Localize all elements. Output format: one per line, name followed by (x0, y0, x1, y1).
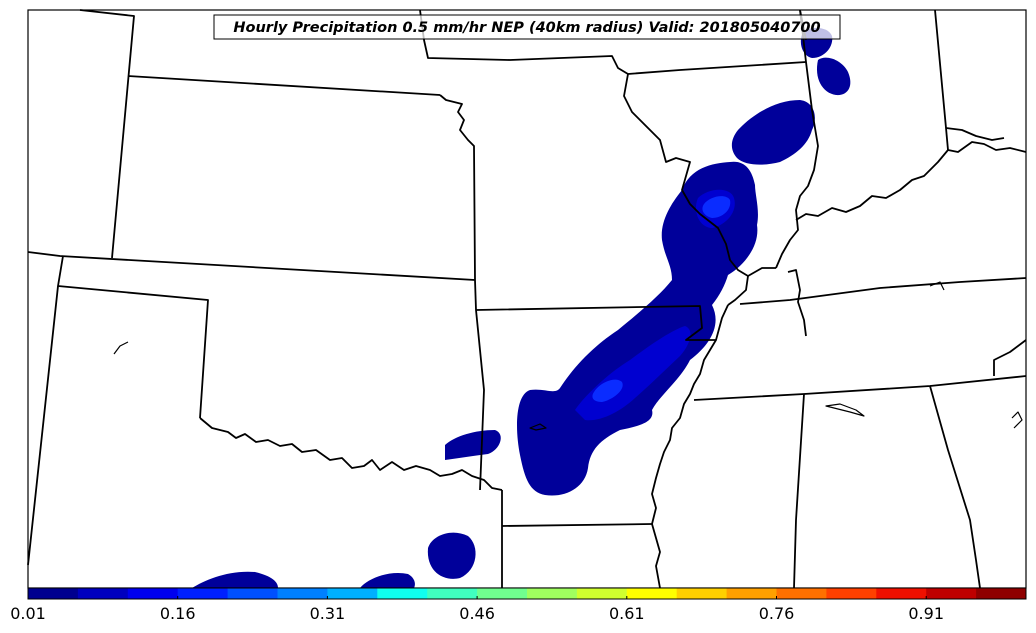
boundary-missouri-arkansas (475, 305, 716, 341)
boundary-wisconsin-illinois (627, 61, 807, 75)
boundary-kentucky-lakes (787, 269, 807, 337)
boundary-wyoming-colorado (79, 9, 135, 259)
colorbar-border (27, 587, 1027, 600)
colorbar-segment (327, 588, 378, 599)
probability-region-illinois (731, 100, 815, 165)
boundary-oklahoma-panhandle (57, 285, 209, 419)
boundary-kansas-south (27, 251, 476, 281)
lake-small-nm (113, 341, 129, 355)
lake-small-ga (1011, 411, 1023, 429)
colorbar-segment (726, 588, 777, 599)
boundary-mississippi-alabama (793, 393, 805, 589)
probability-region-oklahoma (445, 430, 501, 460)
map-title-box: Hourly Precipitation 0.5 mm/hr NEP (40km… (213, 14, 841, 40)
boundary-oklahoma-arkansas (474, 279, 485, 491)
colorbar-segment (227, 588, 278, 599)
colorbar-segment (427, 588, 478, 599)
map-panel (27, 9, 1027, 589)
boundary-tennessee-south (693, 375, 1027, 401)
colorbar-segment (626, 588, 678, 599)
colorbar-tick-label: 0.31 (310, 604, 346, 623)
colorbar-segment (826, 588, 877, 599)
colorbar-segment (127, 588, 179, 599)
lake-small-ar (529, 423, 547, 431)
colorbar-tick-label: 0.01 (10, 604, 46, 623)
colorbar-tick-label: 0.91 (908, 604, 944, 623)
probability-region-south-1 (192, 571, 278, 588)
probability-region-south-2 (360, 572, 415, 588)
colorbar-tick-label: 0.46 (459, 604, 495, 623)
boundary-arkansas-louisiana (501, 523, 653, 527)
map-title: Hourly Precipitation 0.5 mm/hr NEP (40km… (233, 20, 820, 36)
colorbar-segment (876, 588, 927, 599)
boundary-illinois-indiana (775, 9, 819, 269)
colorbar-segment (177, 588, 229, 599)
colorbar-segment (776, 588, 827, 599)
colorbar-tick-label: 0.16 (160, 604, 196, 623)
colorbar-segment (676, 588, 728, 599)
state-boundaries (27, 9, 1027, 589)
boundary-kentucky-tennessee (739, 277, 1027, 305)
colorbar-segment (477, 588, 528, 599)
probability-region-north-2 (816, 57, 851, 96)
colorbar-segments (28, 588, 1027, 599)
colorbar-segment (277, 588, 328, 599)
boundary-missouri-west (439, 94, 476, 281)
colorbar-tick-label: 0.76 (759, 604, 795, 623)
lake-small-tn (825, 403, 865, 417)
colorbar: 0.01 0.16 0.31 0.46 0.61 0.76 0.91 (10, 587, 1027, 623)
colorbar-segment (976, 588, 1027, 599)
boundary-ohio-river-il (747, 267, 776, 277)
colorbar-segment (28, 588, 79, 599)
colorbar-segment (377, 588, 428, 599)
lake-small-ky (929, 281, 945, 291)
colorbar-segment (576, 588, 628, 599)
colorbar-segment (77, 588, 129, 599)
colorbar-segment (926, 588, 977, 599)
colorbar-segment (527, 588, 578, 599)
boundary-iowa-missouri (419, 9, 629, 75)
boundary-red-river (199, 417, 503, 491)
boundary-tennessee-east (993, 339, 1027, 376)
boundary-michigan-indiana (945, 127, 1005, 141)
boundary-alabama-georgia (929, 385, 981, 589)
colorbar-tick-label: 0.61 (609, 604, 645, 623)
probability-region-texas (427, 532, 476, 579)
boundary-mississippi-lower (651, 304, 729, 589)
boundary-nebraska-south (127, 75, 441, 96)
boundary-ohio-river (795, 141, 1027, 221)
probability-region-high-arkansas (592, 379, 623, 402)
probability-region-high-missouri (702, 196, 731, 218)
colorbar-ticks: 0.01 0.16 0.31 0.46 0.61 0.76 0.91 (10, 596, 944, 623)
